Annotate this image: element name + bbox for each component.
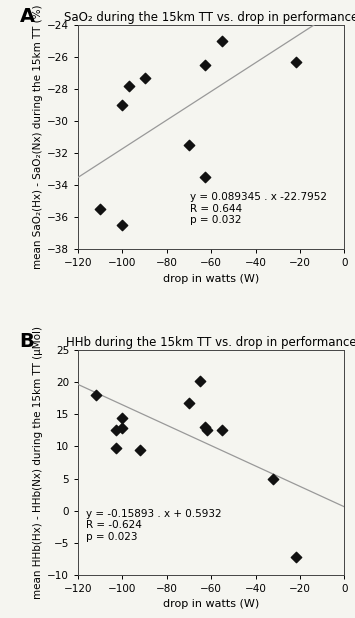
Point	[219, 425, 225, 435]
Point	[126, 81, 132, 91]
Point	[293, 57, 299, 67]
Point	[186, 399, 192, 408]
X-axis label: drop in watts (W): drop in watts (W)	[163, 274, 260, 284]
Text: B: B	[20, 332, 34, 351]
Point	[202, 172, 207, 182]
Point	[120, 423, 125, 433]
Point	[186, 140, 192, 150]
Point	[120, 220, 125, 230]
Point	[202, 422, 207, 432]
Point	[113, 442, 119, 452]
Point	[293, 552, 299, 562]
Point	[113, 425, 119, 435]
Point	[137, 446, 143, 455]
Text: y = -0.15893 . x + 0.5932
R = -0.624
p = 0.023: y = -0.15893 . x + 0.5932 R = -0.624 p =…	[86, 509, 222, 542]
Point	[93, 390, 99, 400]
Text: y = 0.089345 . x -22.7952
R = 0.644
p = 0.032: y = 0.089345 . x -22.7952 R = 0.644 p = …	[190, 192, 327, 226]
Point	[120, 100, 125, 110]
Point	[120, 413, 125, 423]
Point	[204, 425, 210, 435]
Point	[98, 204, 103, 214]
Y-axis label: mean SaO₂(Hx) - SaO₂(Nx) during the 15km TT (%): mean SaO₂(Hx) - SaO₂(Nx) during the 15km…	[33, 5, 43, 269]
Point	[142, 73, 148, 83]
Point	[202, 60, 207, 70]
X-axis label: drop in watts (W): drop in watts (W)	[163, 599, 260, 609]
Point	[271, 473, 276, 483]
Y-axis label: mean HHb(Hx) - HHb(Nx) during the 15km TT (μMol): mean HHb(Hx) - HHb(Nx) during the 15km T…	[33, 326, 43, 599]
Title: HHb during the 15km TT vs. drop in performance: HHb during the 15km TT vs. drop in perfo…	[66, 336, 355, 349]
Point	[219, 36, 225, 46]
Point	[197, 376, 203, 386]
Text: A: A	[20, 7, 35, 26]
Title: SaO₂ during the 15km TT vs. drop in performance: SaO₂ during the 15km TT vs. drop in perf…	[64, 11, 355, 23]
